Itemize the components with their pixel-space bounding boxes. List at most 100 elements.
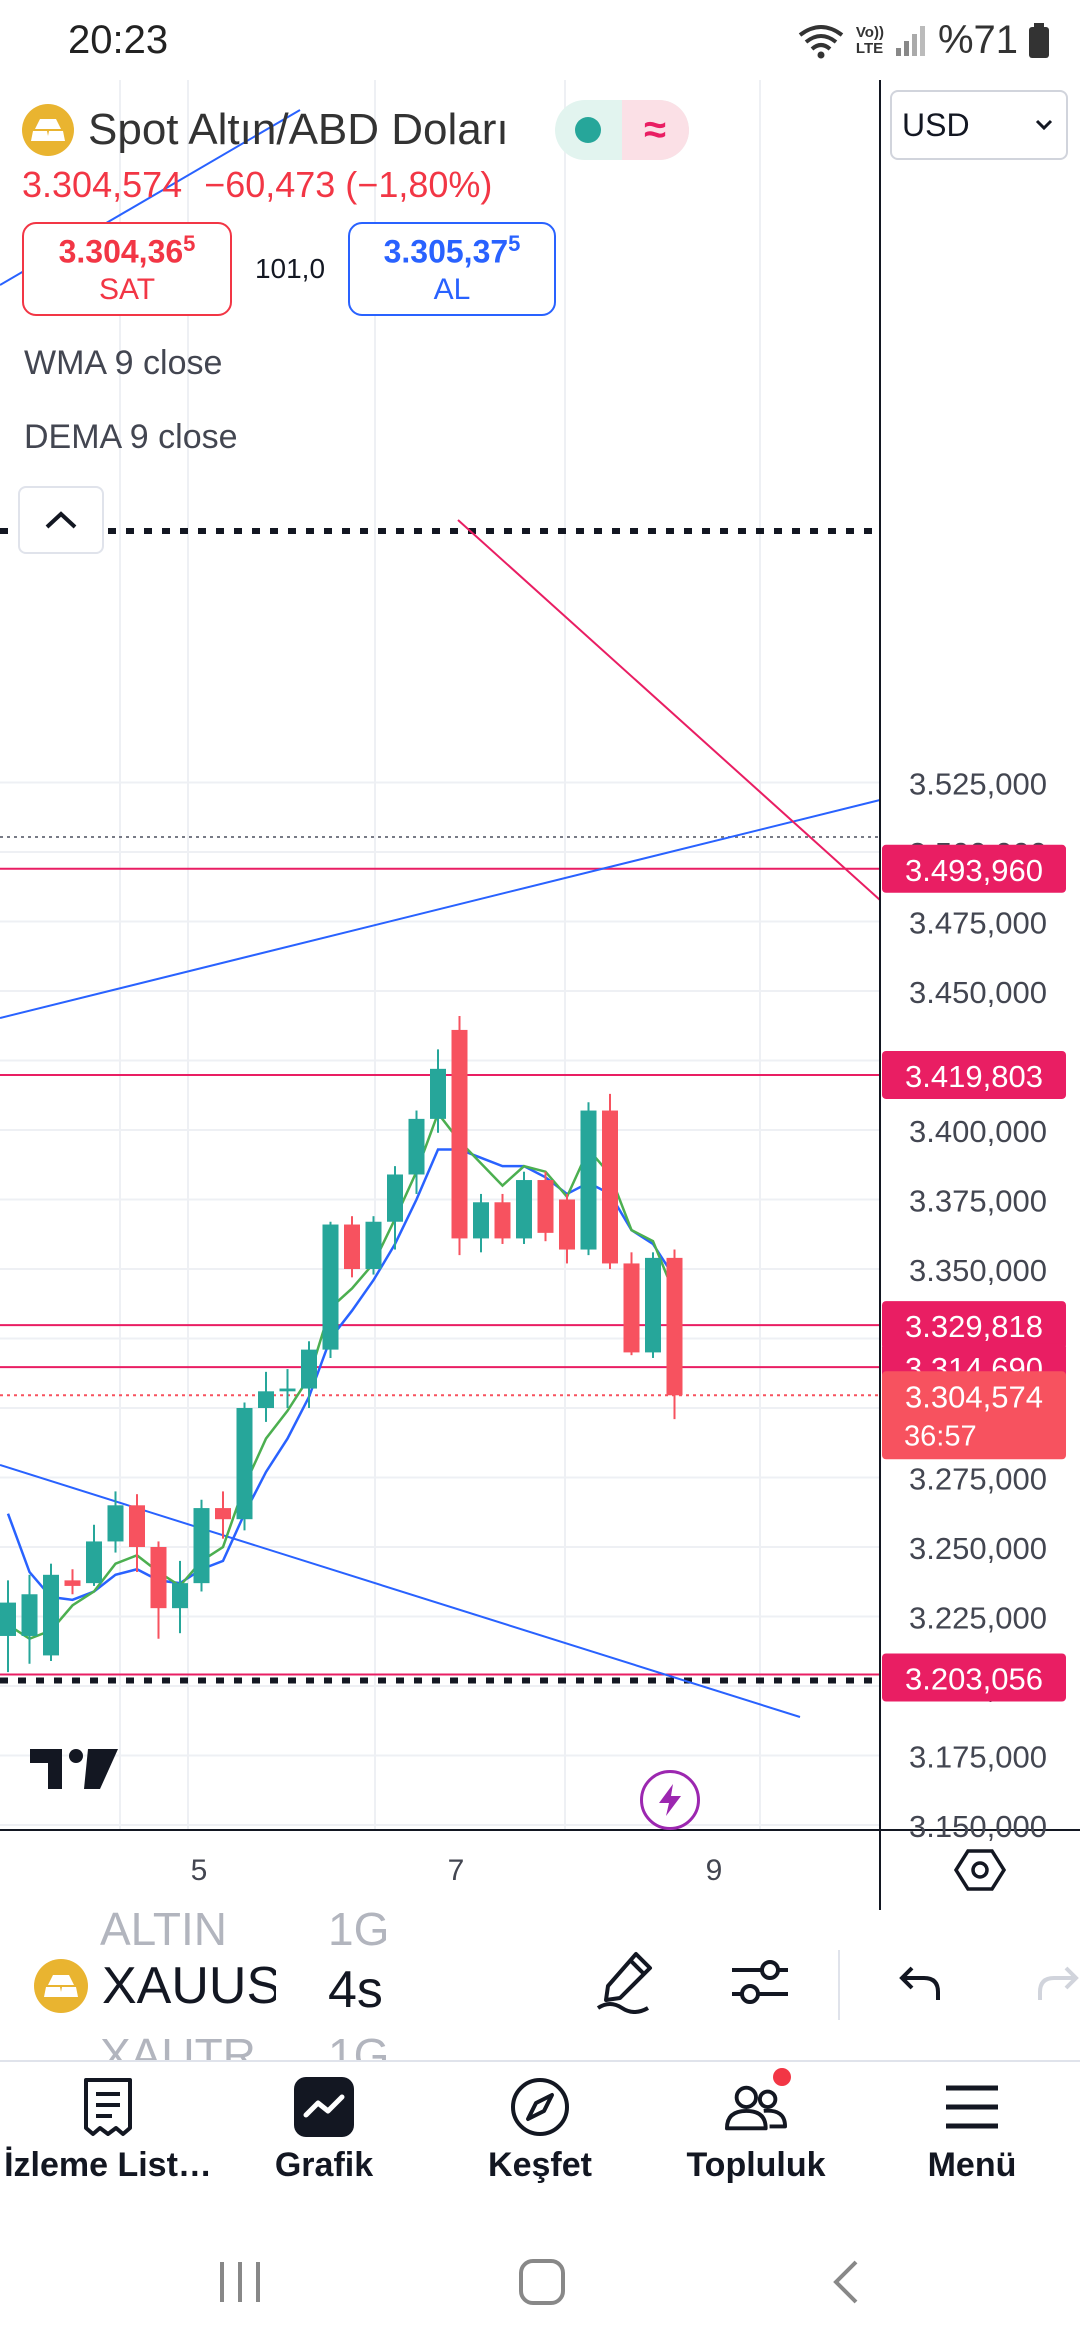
market-status-pill[interactable]: ≈ (554, 100, 689, 160)
bolt-button[interactable] (640, 1770, 700, 1830)
candle (559, 1193, 575, 1264)
candle (107, 1491, 124, 1553)
price-axis-label: 3.175,000 (909, 1740, 1047, 1775)
candle (322, 1221, 339, 1358)
dema-line (7, 1110, 676, 1641)
current-price-tag-bg (882, 1371, 1066, 1460)
sell-price-sup: 5 (183, 231, 196, 257)
candle-body (408, 1118, 425, 1175)
candle (279, 1369, 296, 1408)
chart-icon (293, 2076, 355, 2138)
battery-percent: %71 (937, 18, 1018, 62)
redo-icon[interactable] (1036, 1964, 1080, 2002)
last-price: 3.304,574 (22, 164, 183, 205)
sell-button[interactable]: 3.304,365 SAT (22, 222, 232, 316)
compass-icon (509, 2076, 571, 2138)
price-axis-label: 3.375,000 (909, 1184, 1047, 1219)
ticker-scroller-above: ALTIN 1G (0, 1910, 600, 1956)
sell-label: SAT (98, 272, 156, 306)
price-tag-bg (882, 1301, 1066, 1350)
nav-chart[interactable]: Grafik (216, 2076, 432, 2185)
candle-body (451, 1029, 468, 1239)
bid-ask-panel: 3.304,365 SAT 101,0 3.305,375 AL (22, 222, 556, 316)
nav-menu[interactable]: Menü (864, 2076, 1080, 2185)
candle (150, 1541, 167, 1639)
candle (494, 1193, 511, 1244)
candle (236, 1402, 253, 1531)
gold-logo-icon (34, 1959, 88, 2013)
candle (623, 1252, 640, 1356)
indicator-dema[interactable]: DEMA 9 close (24, 418, 238, 456)
lightning-icon (659, 1784, 681, 1816)
home-icon[interactable] (518, 2258, 566, 2306)
drawing-tool-icon[interactable] (596, 1948, 658, 2014)
spread-value: 101,0 (254, 253, 326, 284)
time-axis-label: 9 (706, 1854, 723, 1887)
sell-price: 3.304,365 (59, 231, 196, 271)
candle (344, 1216, 360, 1278)
candle (430, 1049, 446, 1133)
gold-logo-icon (22, 104, 74, 156)
candle-body (387, 1174, 403, 1222)
wave-icon: ≈ (621, 100, 689, 160)
collapse-legend-button[interactable] (18, 486, 104, 554)
bottom-navigation: İzleme List… Grafik Keşfet Topluluk Menü (0, 2060, 1080, 2230)
candle (365, 1216, 382, 1275)
community-icon (725, 2068, 791, 2138)
symbol-toolbar: ALTIN 1G XAUUSD 4s XAUTR 1G (0, 1910, 1080, 2060)
system-navigation (0, 2230, 1080, 2340)
candle-body (537, 1180, 554, 1233)
nav-explore[interactable]: Keşfet (432, 2076, 648, 2185)
price-tag: 3.329,818 (882, 1301, 1066, 1350)
symbol-selector[interactable]: XAUUSD (34, 1956, 276, 2016)
recent-apps-icon[interactable] (218, 2260, 262, 2304)
candle-body (258, 1391, 274, 1408)
chart-settings-icon[interactable] (954, 1848, 1006, 1892)
candle-body (516, 1180, 532, 1239)
time-axis-label: 5 (191, 1854, 208, 1887)
buy-button[interactable]: 3.305,375 AL (348, 222, 556, 316)
back-icon[interactable] (830, 2258, 860, 2306)
indicator-wma[interactable]: WMA 9 close (24, 344, 223, 382)
candle-body (64, 1580, 81, 1586)
candle-body (150, 1547, 167, 1609)
candle (64, 1569, 81, 1595)
price-tag-bg (882, 844, 1066, 893)
symbol-header[interactable]: Spot Altın/ABD Doları ≈ (22, 100, 689, 160)
candle (86, 1524, 102, 1586)
indicator-settings-icon[interactable] (730, 1954, 790, 2010)
price-tag-label: 3.419,803 (905, 1059, 1043, 1094)
price-tag: 3.203,056 (882, 1653, 1066, 1702)
candle-body (193, 1508, 210, 1584)
candle-body (322, 1224, 339, 1350)
candle-body (430, 1068, 446, 1119)
candle-body (602, 1110, 618, 1264)
price-axis-label: 3.400,000 (909, 1114, 1047, 1149)
time-axis-label: 7 (448, 1854, 465, 1887)
candle-body (666, 1257, 683, 1396)
price-chart[interactable]: 3.525,0003.500,0003.475,0003.450,0003.42… (0, 80, 1080, 1910)
candle-body (623, 1263, 640, 1353)
candle (516, 1171, 532, 1244)
symbol-title[interactable]: Spot Altın/ABD Doları (88, 105, 509, 154)
interval-selector[interactable]: 4s (328, 1961, 383, 2019)
notification-dot (773, 2068, 791, 2086)
candle-body (172, 1583, 188, 1609)
undo-icon[interactable] (898, 1964, 942, 2002)
currency-select[interactable]: USD (890, 90, 1068, 160)
chart-area[interactable]: 3.525,0003.500,0003.475,0003.450,0003.42… (0, 80, 1080, 1910)
nav-community[interactable]: Topluluk (648, 2068, 864, 2185)
currency-value: USD (902, 106, 970, 143)
price-axis-label: 3.150,000 (909, 1809, 1047, 1844)
nav-label-menu: Menü (927, 2146, 1017, 2184)
candle-body (43, 1574, 59, 1656)
status-time: 20:23 (68, 18, 169, 62)
market-open-dot (575, 117, 602, 143)
price-axis-label: 3.225,000 (909, 1601, 1047, 1636)
candle-body (279, 1388, 296, 1392)
watchlist-icon (77, 2076, 139, 2138)
candle-body (107, 1505, 124, 1542)
candle (0, 1580, 16, 1673)
candle (301, 1341, 317, 1408)
nav-watchlist[interactable]: İzleme List… (0, 2076, 216, 2185)
